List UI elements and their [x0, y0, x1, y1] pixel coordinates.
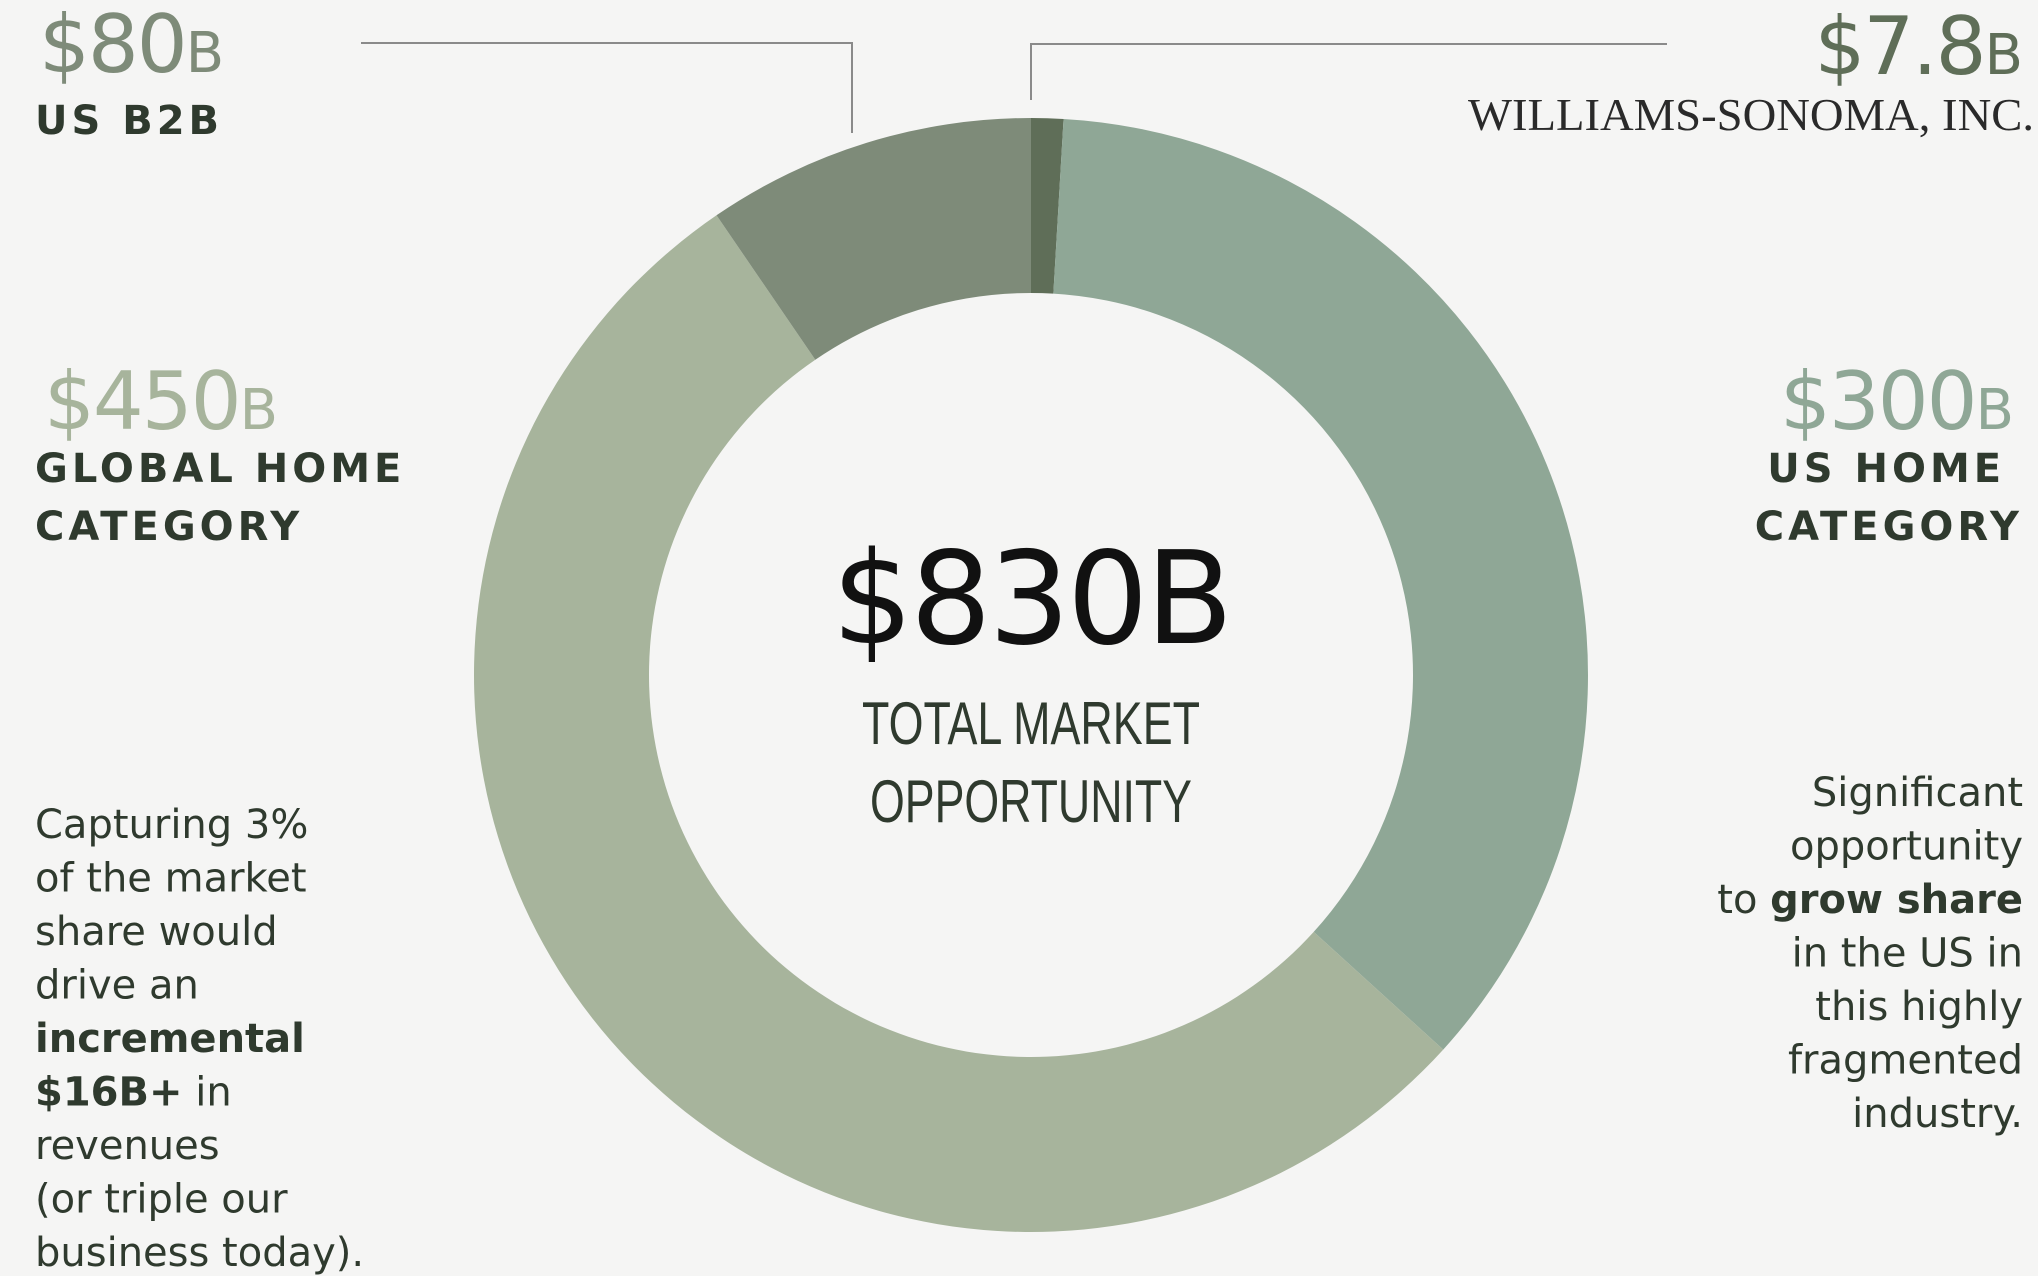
annotation-text: Capturing 3%: [35, 802, 308, 848]
annotation-text: $16B+: [35, 1070, 183, 1116]
annotation-text: business today).: [35, 1230, 364, 1276]
annotation-text: share would: [35, 909, 278, 955]
annotation-text: opportunity: [1790, 824, 2023, 870]
annotation-line: $16B+ in: [35, 1070, 232, 1116]
annotation-line: (or triple our: [35, 1177, 288, 1223]
annotation-text: incremental: [35, 1016, 305, 1062]
annotation-line: Significant: [1812, 770, 2023, 816]
annotation-text: revenues: [35, 1123, 220, 1169]
center-label: $830B: [832, 525, 1231, 674]
annotation-text: (or triple our: [35, 1177, 288, 1223]
annotation-line: share would: [35, 909, 278, 955]
annotation-text: in: [183, 1070, 232, 1116]
annotation-line: revenues: [35, 1123, 220, 1169]
annotation-text: to: [1717, 877, 1770, 923]
category-label: WILLIAMS-SONOMA, INC.: [1468, 89, 2034, 140]
center-caption: TOTAL MARKET: [862, 690, 1200, 757]
center-caption: OPPORTUNITY: [870, 768, 1192, 835]
annotation-line: drive an: [35, 963, 199, 1009]
annotation-text: this highly: [1815, 984, 2023, 1030]
donut: [474, 118, 1588, 1232]
donut-slice: [1031, 118, 1064, 294]
annotation-line: industry.: [1852, 1091, 2023, 1137]
annotation-text: drive an: [35, 963, 199, 1009]
annotation-text: Significant: [1812, 770, 2023, 816]
category-label: US B2B: [35, 98, 223, 144]
annotation-line: fragmented: [1788, 1038, 2023, 1084]
leader-line: [361, 42, 853, 133]
donut-slice: [716, 118, 1031, 360]
annotation-line: opportunity: [1790, 824, 2023, 870]
annotation-text: fragmented: [1788, 1038, 2023, 1084]
category-label: GLOBAL HOME CATEGORY: [35, 446, 423, 550]
value-label: $300B: [1780, 355, 2012, 448]
value-label: $80B: [39, 0, 222, 91]
value-label: $450B: [44, 355, 276, 448]
annotation-line: in the US in: [1792, 931, 2023, 977]
annotation-line: Capturing 3%: [35, 802, 308, 848]
donut-slice: [474, 215, 1444, 1232]
annotation-text: in the US in: [1792, 931, 2023, 977]
annotation-line: incremental: [35, 1016, 305, 1062]
leader-line: [1030, 43, 1667, 100]
value-label: $7.8B: [1814, 0, 2021, 93]
donut-slice: [1053, 118, 1588, 1050]
annotation-line: to grow share: [1717, 877, 2023, 923]
annotation-text: of the market: [35, 856, 307, 902]
annotation-line: business today).: [35, 1230, 364, 1276]
category-label: US HOME CATEGORY: [1755, 446, 2023, 550]
annotation-line: this highly: [1815, 984, 2023, 1030]
annotation-text: grow share: [1770, 877, 2023, 923]
annotation-text: industry.: [1852, 1091, 2023, 1137]
annotation-line: of the market: [35, 856, 307, 902]
